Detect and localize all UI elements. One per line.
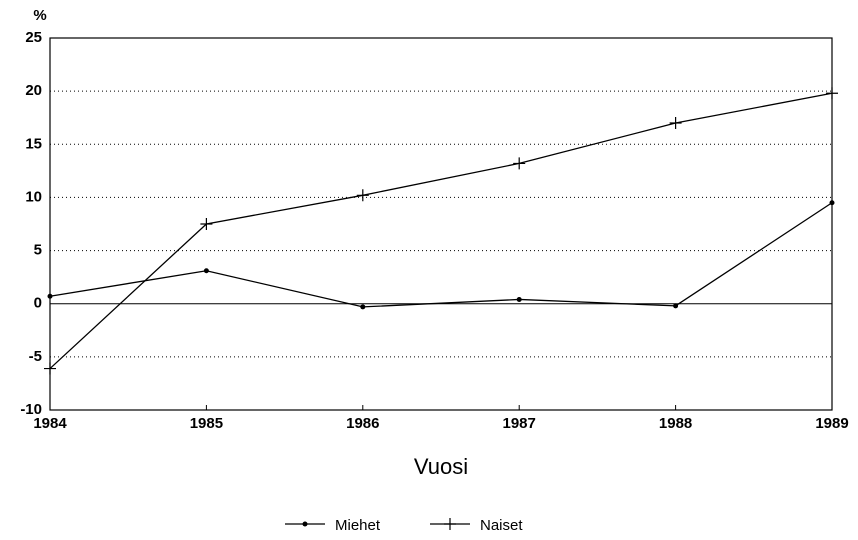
legend-label: Naiset xyxy=(480,517,523,534)
legend-marker xyxy=(302,521,308,527)
x-axis-title: Vuosi xyxy=(414,454,468,479)
point xyxy=(669,117,682,130)
y-tick-label: 15 xyxy=(25,135,42,152)
point xyxy=(513,157,526,170)
x-tick-label: 1987 xyxy=(503,415,536,432)
y-tick-label: 25 xyxy=(25,29,42,46)
series-line xyxy=(49,202,833,308)
y-tick-label: 20 xyxy=(25,82,42,99)
y-unit: % xyxy=(33,7,46,24)
y-tick-label: -5 xyxy=(29,348,42,365)
point xyxy=(44,362,56,375)
x-tick-label: 1986 xyxy=(346,415,379,432)
x-tick-label: 1985 xyxy=(190,415,223,432)
point xyxy=(356,189,369,202)
x-tick-label: 1989 xyxy=(815,415,848,432)
legend-item: Miehet xyxy=(285,517,381,534)
x-tick-label: 1988 xyxy=(659,415,692,432)
point xyxy=(47,293,53,299)
y-tick-label: -10 xyxy=(20,401,42,418)
point xyxy=(826,87,838,100)
y-tick-label: 5 xyxy=(34,242,42,259)
point xyxy=(673,303,679,309)
point xyxy=(360,304,366,310)
point xyxy=(200,218,213,230)
point xyxy=(829,200,835,206)
legend: Miehet Naiset xyxy=(285,517,523,534)
legend-item: Naiset xyxy=(430,517,523,534)
point xyxy=(516,296,522,302)
legend-label: Miehet xyxy=(335,517,381,534)
y-tick-label: 10 xyxy=(25,188,42,205)
series-line xyxy=(49,92,833,370)
point xyxy=(203,268,209,274)
legend-marker xyxy=(444,518,456,530)
plot-frame xyxy=(49,37,833,411)
x-tick-label: 1984 xyxy=(33,415,67,432)
y-tick-label: 0 xyxy=(34,295,42,312)
